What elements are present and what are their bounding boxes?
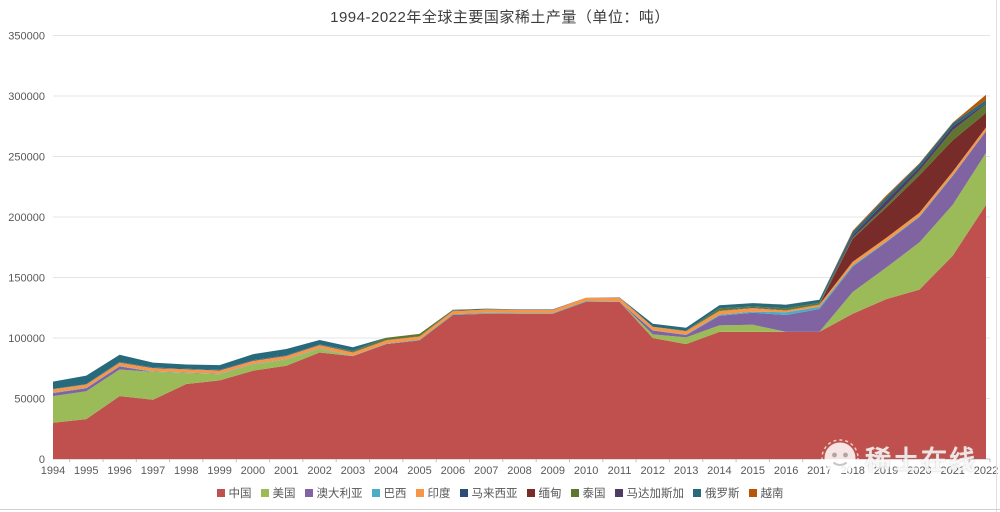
legend-item: 澳大利亚 xyxy=(304,485,363,501)
legend-swatch-icon xyxy=(748,489,757,497)
chart-legend: 中国 美国 澳大利亚 巴西 印度 马来西亚 缅甸 泰国 马达加斯加 俄罗斯 越南 xyxy=(0,485,1000,501)
y-axis-tick-label: 50000 xyxy=(14,394,45,406)
x-axis-tick-label: 1997 xyxy=(141,465,165,477)
legend-swatch-icon xyxy=(459,489,468,497)
x-axis-tick-label: 1998 xyxy=(174,465,198,477)
stacked-area-plot: 0 50000 100000 150000 200000 250000 300000 3500… xyxy=(8,31,998,478)
x-axis-tick-label: 2012 xyxy=(641,465,665,477)
x-axis-tick-label: 2021 xyxy=(940,465,964,477)
x-axis-tick-label: 2001 xyxy=(274,465,298,477)
legend-swatch-icon xyxy=(614,489,623,497)
legend-swatch-icon xyxy=(526,489,535,497)
x-axis-tick-label: 2008 xyxy=(507,465,531,477)
legend-item: 巴西 xyxy=(371,485,407,501)
area-layer-1 xyxy=(53,152,986,423)
x-axis-tick-label: 2014 xyxy=(707,465,731,477)
x-axis-tick-label: 1994 xyxy=(41,465,65,477)
x-axis-tick-label: 2002 xyxy=(307,465,331,477)
area-layer-0 xyxy=(53,204,986,459)
legend-label: 泰国 xyxy=(582,488,606,500)
legend-item: 美国 xyxy=(260,485,296,501)
x-axis-tick-label: 2000 xyxy=(241,465,265,477)
legend-item: 中国 xyxy=(216,485,252,501)
legend-swatch-icon xyxy=(570,489,579,497)
legend-item: 泰国 xyxy=(570,485,606,501)
x-axis-tick-label: 2009 xyxy=(541,465,565,477)
x-axis-tick-label: 2011 xyxy=(608,465,632,477)
page-right-border xyxy=(996,0,997,512)
legend-item: 马来西亚 xyxy=(459,485,518,501)
legend-label: 美国 xyxy=(272,488,296,500)
x-axis-tick-label: 2005 xyxy=(407,465,431,477)
y-axis-tick-label: 250000 xyxy=(8,152,45,164)
x-axis-tick-label: 2003 xyxy=(341,465,365,477)
x-axis-tick-label: 2016 xyxy=(774,465,798,477)
legend-swatch-icon xyxy=(216,489,225,497)
y-axis-tick-label: 100000 xyxy=(8,333,45,345)
x-axis-tick-label: 1999 xyxy=(207,465,231,477)
chart-title: 1994-2022年全球主要国家稀土产量（单位：吨） xyxy=(330,9,670,26)
legend-swatch-icon xyxy=(260,489,269,497)
x-axis-tick-label: 2017 xyxy=(807,465,831,477)
x-axis-tick-label: 2007 xyxy=(474,465,498,477)
x-axis-tick-label: 2013 xyxy=(674,465,698,477)
legend-label: 越南 xyxy=(760,488,784,500)
y-axis-tick-label: 0 xyxy=(39,454,45,466)
y-axis-tick-label: 200000 xyxy=(8,212,45,224)
legend-label: 马来西亚 xyxy=(471,488,518,500)
legend-item: 越南 xyxy=(748,485,784,501)
y-axis-tick-label: 300000 xyxy=(8,91,45,103)
x-axis-tick-label: 2019 xyxy=(874,465,898,477)
legend-label: 俄罗斯 xyxy=(705,488,740,500)
legend-label: 缅甸 xyxy=(538,488,562,500)
legend-swatch-icon xyxy=(304,489,313,497)
legend-label: 马达加斯加 xyxy=(626,488,685,500)
legend-swatch-icon xyxy=(371,489,380,497)
legend-label: 印度 xyxy=(427,488,451,500)
y-axis-tick-label: 150000 xyxy=(8,273,45,285)
y-axis-tick-label: 350000 xyxy=(8,31,45,43)
x-axis-tick-label: 2020 xyxy=(907,465,931,477)
legend-label: 澳大利亚 xyxy=(316,488,363,500)
x-axis-tick-label: 2010 xyxy=(574,465,598,477)
x-axis-tick-label: 2006 xyxy=(441,465,465,477)
page-bottom-border xyxy=(0,509,1000,510)
legend-item: 印度 xyxy=(415,485,451,501)
legend-item: 马达加斯加 xyxy=(614,485,685,501)
legend-label: 中国 xyxy=(228,488,252,500)
legend-item: 缅甸 xyxy=(526,485,562,501)
legend-label: 巴西 xyxy=(383,488,407,500)
legend-item: 俄罗斯 xyxy=(693,485,740,501)
x-axis-tick-label: 2015 xyxy=(741,465,765,477)
legend-swatch-icon xyxy=(415,489,424,497)
legend-swatch-icon xyxy=(693,489,701,497)
x-axis-tick-label: 1995 xyxy=(74,465,98,477)
x-axis-tick-label: 2004 xyxy=(374,465,398,477)
x-axis-tick-label: 1996 xyxy=(107,465,131,477)
x-axis-tick-label: 2022 xyxy=(974,465,998,477)
x-axis-tick-label: 2018 xyxy=(840,465,864,477)
